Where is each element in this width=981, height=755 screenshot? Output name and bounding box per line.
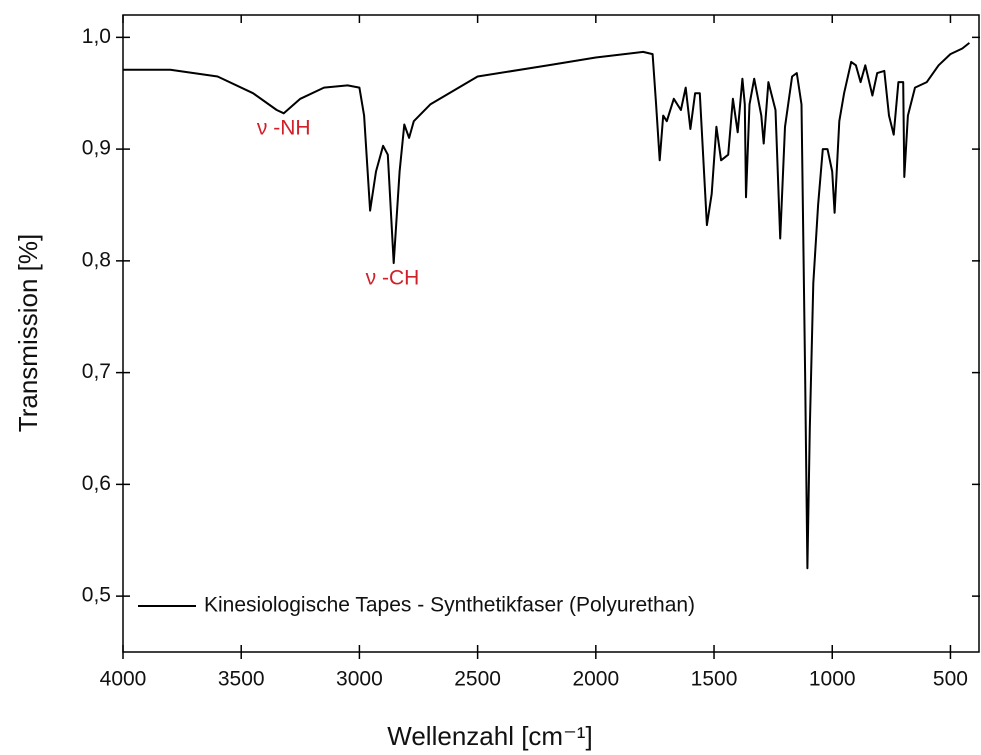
x-tick-label: 1000	[809, 668, 856, 691]
annotation: ν -CH	[366, 266, 420, 289]
x-tick-label: 500	[933, 668, 968, 691]
y-axis-label: Transmission [%]	[13, 234, 43, 432]
plot-frame	[122, 14, 980, 653]
y-tick-label: 0,5	[82, 584, 111, 607]
x-tick-label: 4000	[100, 668, 147, 691]
x-tick-label: 3500	[218, 668, 265, 691]
y-tick-label: 0,8	[82, 248, 111, 271]
y-tick-label: 0,9	[82, 137, 111, 160]
y-tick-label: 0,7	[82, 360, 111, 383]
y-tick-label: 0,6	[82, 472, 111, 495]
annotation: ν -NH	[257, 117, 311, 140]
spectrum-line	[123, 42, 971, 570]
x-tick-label: 2500	[454, 668, 501, 691]
x-tick-label: 1500	[691, 668, 738, 691]
legend-label: Kinesiologische Tapes - Synthetikfaser (…	[204, 594, 695, 617]
x-axis-label: Wellenzahl [cm⁻¹]	[387, 721, 592, 751]
x-tick-label: 3000	[336, 668, 383, 691]
y-tick-label: 1,0	[82, 25, 111, 48]
x-tick-label: 2000	[572, 668, 619, 691]
